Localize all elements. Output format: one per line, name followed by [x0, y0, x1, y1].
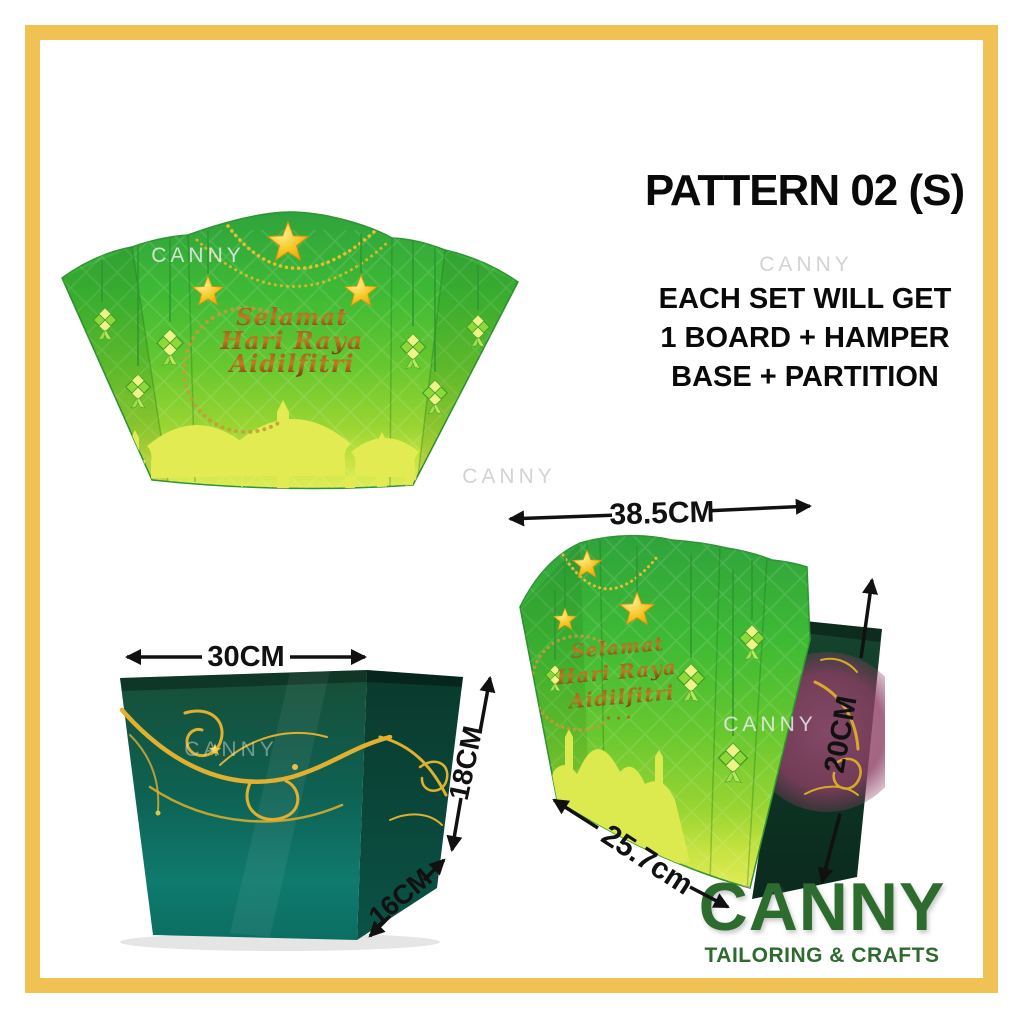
watermark: CANNY: [151, 244, 245, 267]
hanging-strings: [101, 231, 479, 372]
bead-chain: [226, 224, 377, 270]
bead-chain: [558, 548, 659, 591]
hanging-strings: [554, 540, 753, 736]
crescent-moon: [530, 634, 607, 732]
hamper-board-photo: Selamat Hari Raya Aidilfitri: [61, 211, 519, 490]
page-title: PATTERN 02 (S): [644, 166, 965, 215]
watermark: CANNY: [759, 253, 853, 276]
board-fold-lines: [131, 234, 446, 487]
dimension-assembled-depth: 25.7cm: [552, 798, 730, 909]
dimension-base-height: 18CM: [443, 675, 496, 853]
dimension-label: 16CM: [363, 862, 437, 931]
watermark: CANNY: [184, 738, 278, 761]
watermark: CANNY: [462, 465, 556, 488]
dimension-label: 20CM: [819, 694, 864, 776]
description-line: 1 BOARD + HAMPER: [660, 322, 950, 354]
greeting-line-1: Selamat: [236, 304, 348, 331]
dimension-label: 30CM: [207, 641, 284, 673]
brand-tagline: TAILORING & CRAFTS: [704, 944, 940, 967]
crescent-moon: [182, 306, 282, 434]
hamper-base-box-photo: [119, 670, 463, 951]
gold-swirl-ornament: [119, 707, 449, 826]
dimension-base-depth: 16CM: [363, 858, 446, 938]
gold-swirl-ornament: [804, 657, 862, 796]
brand-logo: CANNY TAILORING & CRAFTS: [672, 869, 972, 968]
assembled-set-photo: Selamat Hari Raya Aidilfitri: [519, 534, 885, 899]
set-description: EACH SET WILL GET 1 BOARD + HAMPER BASE …: [640, 280, 970, 397]
bead-chain: [195, 238, 390, 288]
watermark: CANNY: [723, 713, 817, 736]
mosque-silhouette: [62, 400, 518, 489]
greeting-line-3: Aidilfitri: [227, 349, 354, 378]
greeting-line-2: Hari Raya: [220, 326, 364, 355]
dimension-label: 18CM: [443, 723, 489, 803]
brand-name: CANNY: [698, 869, 946, 945]
gold-border-frame: [25, 25, 998, 993]
dimension-assembled-height: 20CM: [817, 577, 879, 885]
description-line: BASE + PARTITION: [671, 361, 939, 393]
box-front-face: [120, 670, 367, 940]
dimension-assembled-width: 38.5CM: [507, 496, 812, 532]
description-line: EACH SET WILL GET: [658, 283, 952, 315]
dimension-label: 25.7cm: [596, 818, 699, 901]
dimension-label: 38.5CM: [609, 496, 715, 532]
dimension-base-width: 30CM: [124, 641, 368, 673]
